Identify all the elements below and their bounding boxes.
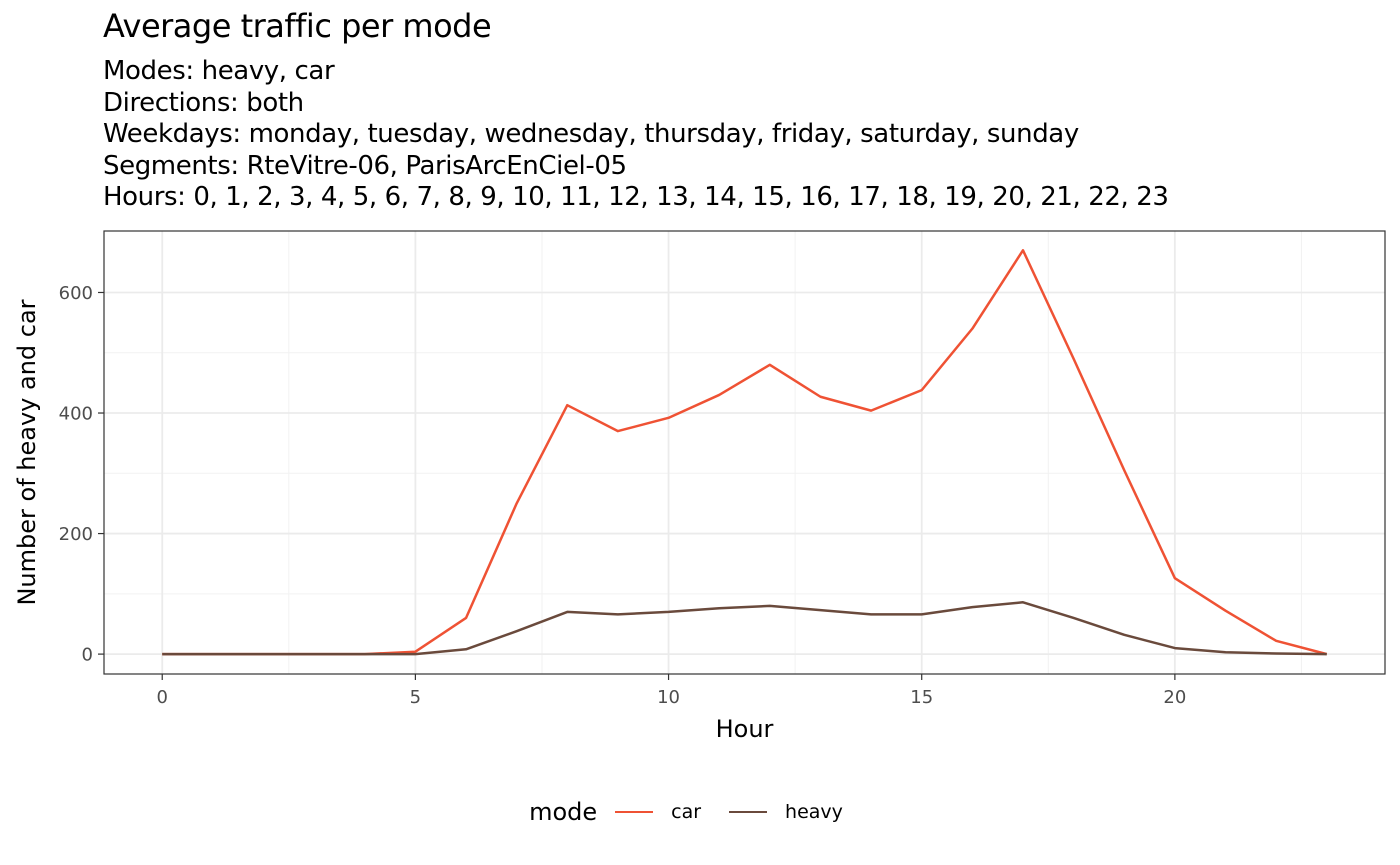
x-tick-label: 5 — [410, 687, 421, 708]
subtitle-line-directions: Directions: both — [103, 87, 304, 118]
chart-subtitle: Modes: heavy, car Directions: both Weekd… — [103, 55, 1169, 213]
legend: mode car heavy — [0, 792, 1400, 832]
legend-label-heavy: heavy — [785, 801, 843, 823]
legend-key-car — [615, 810, 654, 814]
series-layer — [162, 249, 1328, 656]
legend-item-car: car — [615, 801, 701, 823]
y-tick-label: 600 — [59, 283, 93, 304]
subtitle-line-modes: Modes: heavy, car — [103, 56, 335, 86]
y-tick-label: 400 — [59, 404, 93, 425]
series-line-heavy — [162, 601, 1327, 656]
x-tick-label: 20 — [1163, 687, 1186, 708]
y-axis-title: Number of heavy and car — [13, 299, 41, 605]
subtitle-line-hours: Hours: 0, 1, 2, 3, 4, 5, 6, 7, 8, 9, 10,… — [103, 182, 1169, 212]
x-axis-title: Hour — [716, 715, 774, 743]
y-tick-label: 0 — [82, 645, 93, 666]
x-tick-label: 0 — [157, 687, 168, 708]
subtitle-line-segments: Segments: RteVitre-06, ParisArcEnCiel-05 — [103, 150, 627, 181]
x-tick-label: 10 — [657, 687, 680, 708]
y-tick-label: 200 — [59, 524, 93, 545]
legend-key-heavy — [729, 810, 768, 814]
x-tick-label: 15 — [910, 687, 933, 708]
legend-label-car: car — [671, 801, 702, 823]
panel-border — [103, 230, 1386, 675]
legend-title: mode — [529, 798, 598, 826]
subtitle-line-weekdays: Weekdays: monday, tuesday, wednesday, th… — [103, 119, 1079, 149]
grid-layer — [104, 231, 1385, 674]
chart-title: Average traffic per mode — [103, 7, 492, 45]
legend-item-heavy: heavy — [729, 801, 843, 823]
